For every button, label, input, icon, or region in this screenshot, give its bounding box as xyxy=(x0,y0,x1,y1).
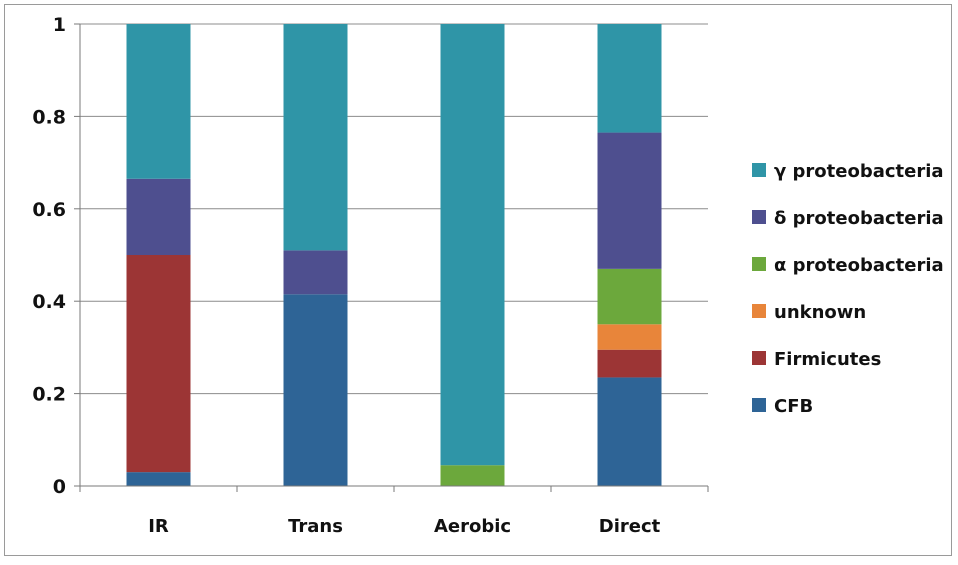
y-tick-label-2: 0.4 xyxy=(32,291,66,313)
x-tick-label-trans: Trans xyxy=(288,516,343,537)
y-tick-label-1: 0.2 xyxy=(32,384,66,406)
bar-ir-series-0 xyxy=(126,472,191,486)
x-tick-label-ir: IR xyxy=(148,516,169,537)
legend-swatch-2 xyxy=(752,257,766,271)
bar-direct-series-1 xyxy=(597,349,662,378)
legend-swatch-1 xyxy=(752,210,766,224)
legend-swatch-5 xyxy=(752,398,766,412)
axes: 0 0.2 0.4 0.6 0.8 1 IR Trans Aerobic Direct xyxy=(32,14,709,537)
x-tick-label-direct: Direct xyxy=(599,516,661,537)
legend-label-5: CFB xyxy=(774,396,813,417)
legend-swatch-0 xyxy=(752,163,766,177)
bar-ir-series-4 xyxy=(126,178,191,255)
y-tick-label-0: 0 xyxy=(53,476,66,498)
legend-label-2: α proteobacteria xyxy=(774,255,944,276)
legend: γ proteobacteria δ proteobacteria α proteo… xyxy=(752,161,944,417)
bar-ir-series-1 xyxy=(126,255,191,473)
bar-trans-series-5 xyxy=(283,24,348,251)
legend-swatch-3 xyxy=(752,304,766,318)
bar-direct-series-3 xyxy=(597,268,662,325)
y-tick-label-4: 0.8 xyxy=(32,106,66,128)
legend-swatch-4 xyxy=(752,351,766,365)
y-tick-label-5: 1 xyxy=(53,14,66,36)
bars xyxy=(126,24,662,486)
bar-direct-series-5 xyxy=(597,24,662,133)
y-tick-label-3: 0.6 xyxy=(32,199,66,221)
legend-label-1: δ proteobacteria xyxy=(774,208,944,229)
bar-direct-series-2 xyxy=(597,324,662,350)
bar-aerobic-series-5 xyxy=(440,24,505,466)
bar-trans-series-0 xyxy=(283,294,348,486)
bar-aerobic-series-3 xyxy=(440,465,505,486)
bar-direct-series-0 xyxy=(597,377,662,486)
bar-ir-series-5 xyxy=(126,24,191,179)
legend-label-4: Firmicutes xyxy=(774,349,881,370)
legend-label-3: unknown xyxy=(774,302,866,323)
legend-label-0: γ proteobacteria xyxy=(774,161,944,182)
bar-trans-series-4 xyxy=(283,250,348,295)
bar-direct-series-4 xyxy=(597,132,662,269)
x-tick-label-aerobic: Aerobic xyxy=(434,516,511,537)
